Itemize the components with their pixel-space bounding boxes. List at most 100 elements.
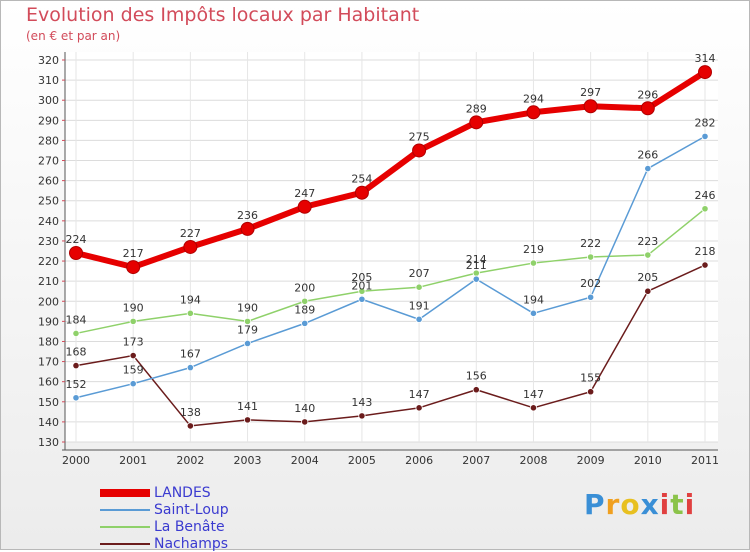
data-point-nachamps	[243, 416, 252, 424]
x-tick-label: 2002	[176, 454, 204, 467]
data-label-nachamps: 147	[409, 388, 430, 401]
data-label-saint-loup: 202	[580, 277, 601, 290]
data-label-nachamps: 141	[237, 400, 258, 413]
series-line-la-ben-te	[75, 208, 706, 335]
data-point-la-ben-te	[529, 259, 538, 267]
data-point-saint-loup	[186, 364, 194, 372]
data-point-landes	[69, 246, 83, 261]
data-point-la-ben-te	[358, 287, 366, 295]
brand-letter: o	[620, 488, 641, 521]
data-label-landes: 275	[409, 130, 430, 143]
plot-area	[65, 52, 718, 442]
x-tick-label: 2010	[634, 454, 662, 467]
x-tick-label: 2005	[348, 454, 376, 467]
x-tick-label: 2000	[62, 454, 90, 467]
legend-label-landes: LANDES	[154, 484, 211, 501]
data-point-nachamps	[358, 412, 366, 420]
y-tick-label: 310	[38, 74, 59, 87]
data-label-la-ben-te: 190	[237, 301, 258, 314]
y-tick-label: 220	[38, 255, 59, 268]
legend-swatch-landes	[100, 488, 150, 497]
proxiti-logo: Proxiti	[584, 488, 695, 521]
data-label-nachamps: 173	[123, 336, 144, 349]
data-point-landes	[297, 199, 312, 214]
data-point-nachamps	[72, 361, 80, 370]
legend-label-la-benate: La Benâte	[154, 518, 225, 535]
y-tick-label: 290	[38, 114, 59, 127]
y-tick-label: 320	[38, 54, 59, 67]
legend-swatch-saint-loup	[100, 508, 150, 511]
data-label-landes: 296	[637, 88, 658, 101]
legend-item-landes: LANDES	[100, 484, 229, 501]
chart-subtitle: (en € et par an)	[26, 29, 121, 43]
series-line-nachamps	[75, 264, 706, 427]
legend: LANDES Saint-Loup La Benâte Nachamps	[100, 484, 229, 552]
legend-item-saint-loup: Saint-Loup	[100, 501, 229, 518]
data-label-landes: 224	[66, 233, 87, 246]
data-label-saint-loup: 266	[637, 149, 658, 162]
x-tick-label: 2006	[405, 454, 433, 467]
data-point-landes	[354, 185, 369, 200]
y-tick-label: 160	[38, 376, 59, 389]
data-label-saint-loup: 211	[466, 259, 487, 272]
data-point-saint-loup	[644, 164, 652, 173]
data-point-landes	[640, 101, 655, 116]
data-label-nachamps: 138	[180, 406, 201, 419]
data-label-nachamps: 147	[523, 388, 544, 401]
data-label-saint-loup: 194	[523, 293, 544, 306]
brand-letter: t	[670, 488, 685, 521]
data-point-landes	[526, 105, 541, 120]
y-tick-label: 130	[38, 436, 59, 449]
data-label-saint-loup: 282	[695, 116, 716, 129]
y-tick-label: 210	[38, 275, 59, 288]
y-tick-label: 180	[38, 335, 59, 348]
data-label-la-ben-te: 223	[637, 235, 658, 248]
brand-letter: r	[605, 488, 621, 521]
y-tick-label: 260	[38, 175, 59, 188]
y-tick-label: 140	[38, 416, 59, 429]
data-label-landes: 289	[466, 102, 487, 115]
data-point-la-ben-te	[301, 297, 309, 305]
x-tick-label: 2003	[234, 454, 262, 467]
y-tick-label: 200	[38, 295, 59, 308]
data-label-landes: 236	[237, 209, 258, 222]
data-label-nachamps: 143	[351, 396, 372, 409]
data-point-nachamps	[644, 287, 652, 295]
data-point-landes	[412, 143, 427, 158]
x-tick-label: 2001	[119, 454, 147, 467]
data-label-la-ben-te: 190	[123, 301, 144, 314]
y-tick-label: 250	[38, 195, 59, 208]
data-label-nachamps: 205	[637, 271, 658, 284]
data-point-la-ben-te	[644, 251, 652, 259]
data-label-nachamps: 156	[466, 370, 487, 383]
data-label-nachamps: 218	[695, 245, 716, 258]
data-label-landes: 247	[294, 187, 315, 200]
data-label-landes: 297	[580, 86, 601, 99]
data-point-saint-loup	[701, 132, 709, 140]
y-tick-label: 300	[38, 94, 59, 107]
data-point-la-ben-te	[587, 253, 595, 261]
y-tick-label: 240	[38, 215, 59, 228]
data-label-landes: 227	[180, 227, 201, 240]
data-label-la-ben-te: 205	[351, 271, 372, 284]
data-label-landes: 314	[695, 52, 716, 65]
data-label-saint-loup: 189	[294, 303, 315, 316]
data-label-la-ben-te: 222	[580, 237, 601, 250]
data-point-saint-loup	[72, 394, 80, 402]
data-point-la-ben-te	[186, 309, 194, 317]
data-label-saint-loup: 201	[351, 279, 372, 292]
brand-letter: P	[584, 488, 606, 521]
data-point-landes	[126, 260, 141, 275]
chart-title: Evolution des Impôts locaux par Habitant	[26, 4, 420, 26]
y-tick-label: 230	[38, 235, 59, 248]
data-point-nachamps	[701, 261, 709, 269]
data-label-saint-loup: 152	[66, 378, 87, 391]
data-label-saint-loup: 179	[237, 323, 258, 336]
brand-letter: i	[684, 488, 696, 521]
legend-label-saint-loup: Saint-Loup	[154, 501, 229, 518]
data-label-saint-loup: 191	[409, 299, 430, 312]
data-point-saint-loup	[415, 315, 423, 323]
data-label-landes: 254	[351, 173, 372, 186]
data-point-saint-loup	[129, 380, 137, 388]
